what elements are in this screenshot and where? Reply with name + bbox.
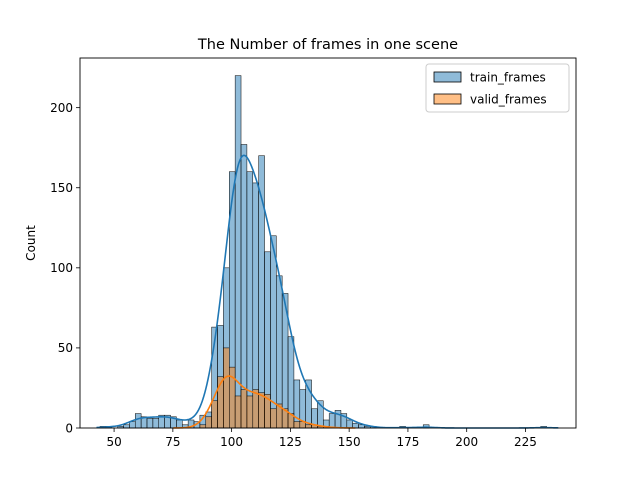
bar-train_frames-4	[123, 424, 130, 429]
x-axis-ticks: 50 75 100 125 150 175 200 225	[106, 428, 537, 449]
bar-train_frames-35	[305, 379, 312, 429]
x-tick-label: 175	[396, 435, 419, 449]
bar-train_frames-39	[328, 413, 336, 429]
bar-valid_frames-35	[305, 424, 312, 429]
y-tick-label: 150	[50, 181, 73, 195]
bar-train_frames-5	[129, 421, 136, 429]
legend: train_frames valid_frames	[425, 63, 570, 113]
bar-train_frames-42	[346, 419, 353, 429]
x-tick-label: 225	[514, 435, 537, 449]
bar-valid_frames-27	[258, 392, 265, 429]
chart-title: The Number of frames in one scene	[197, 37, 458, 53]
bar-train_frames-29	[270, 235, 277, 429]
x-tick-label: 125	[279, 435, 302, 449]
y-tick-label: 200	[50, 101, 73, 115]
legend-label-train_frames: train_frames	[470, 71, 546, 85]
legend-label-valid_frames: valid_frames	[470, 93, 547, 107]
bar-train_frames-23	[234, 75, 242, 429]
y-tick-label: 50	[58, 341, 73, 355]
bar-valid_frames-18	[205, 416, 212, 429]
x-tick-label: 100	[220, 435, 243, 449]
bar-valid_frames-25	[246, 395, 254, 429]
y-axis-ticks: 0 50 100 150 200	[50, 101, 80, 435]
bar-valid_frames-33	[293, 421, 301, 429]
bar-valid_frames-23	[234, 395, 242, 429]
kde-line-valid_frames	[173, 375, 356, 429]
bar-train_frames-33	[293, 379, 301, 429]
y-axis-label: Count	[24, 225, 38, 261]
bar-valid_frames-29	[270, 408, 277, 429]
legend-swatch-valid_frames	[433, 93, 462, 105]
bar-train_frames-13	[176, 419, 183, 429]
bar-valid_frames-17	[199, 424, 207, 429]
bar-valid_frames-19	[211, 400, 218, 429]
bar-train_frames-9	[152, 418, 159, 429]
bar-valid_frames-26	[252, 389, 259, 429]
x-tick-label: 75	[165, 435, 180, 449]
bar-train_frames-6	[134, 413, 142, 429]
legend-swatch-train_frames	[433, 71, 462, 83]
x-tick-label: 50	[106, 435, 121, 449]
y-tick-label: 100	[50, 261, 73, 275]
legend-box	[425, 63, 570, 113]
bar-valid_frames-24	[240, 389, 248, 429]
kde-line-train_frames	[96, 154, 559, 429]
y-tick-label: 0	[65, 421, 73, 435]
kde-curves	[96, 154, 559, 429]
histogram-bars	[99, 75, 547, 429]
plot-frame	[79, 57, 577, 429]
x-tick-label: 200	[455, 435, 478, 449]
x-tick-label: 150	[338, 435, 361, 449]
bar-train_frames-8	[146, 418, 154, 429]
bar-valid_frames-21	[223, 347, 230, 429]
